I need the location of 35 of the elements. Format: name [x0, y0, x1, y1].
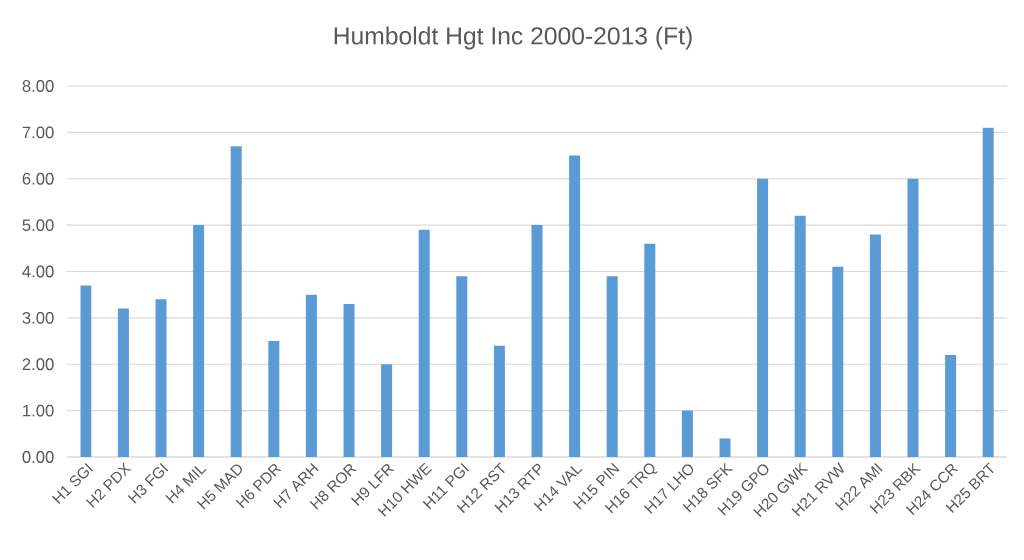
bar	[945, 354, 957, 457]
bar	[794, 215, 806, 457]
bar	[230, 146, 242, 457]
bar	[80, 285, 92, 457]
bar	[719, 438, 731, 457]
bar	[681, 410, 693, 457]
bar	[832, 266, 844, 457]
bar	[381, 364, 393, 457]
bar	[531, 225, 543, 457]
bar	[456, 276, 468, 457]
bar	[644, 243, 656, 457]
y-tick-label: 0.00	[22, 451, 54, 463]
y-tick-label: 3.00	[22, 311, 54, 324]
bar	[193, 225, 205, 457]
chart-title: Humboldt Hgt Inc 2000-2013 (Ft)	[334, 26, 692, 50]
y-tick-label: 5.00	[22, 219, 54, 232]
bar	[117, 308, 129, 457]
bar	[305, 294, 317, 457]
bar	[907, 178, 919, 457]
y-tick-label: 6.00	[22, 172, 54, 185]
bar	[343, 303, 355, 457]
bar	[155, 299, 167, 457]
bar	[982, 127, 994, 457]
bar	[606, 276, 618, 457]
y-tick-label: 7.00	[22, 126, 54, 139]
y-tick-label: 4.00	[22, 265, 54, 278]
y-tick-label: 2.00	[22, 358, 54, 371]
bar	[268, 341, 280, 457]
y-tick-label: 8.00	[22, 80, 54, 92]
bar	[418, 229, 430, 457]
bar	[757, 178, 769, 457]
bar	[493, 345, 505, 457]
bar	[869, 234, 881, 457]
bar	[569, 155, 581, 457]
y-tick-label: 1.00	[23, 404, 54, 417]
